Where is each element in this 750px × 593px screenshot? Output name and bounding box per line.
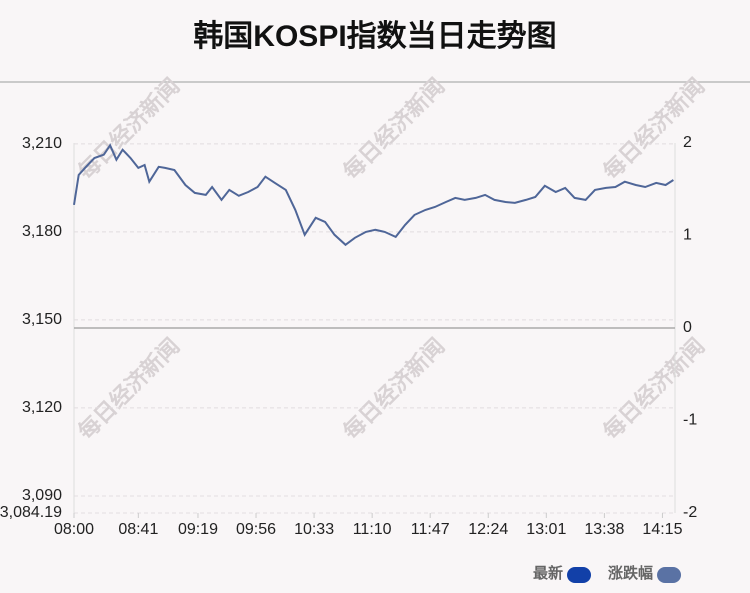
x-tick-label: 09:19: [178, 521, 218, 538]
price-line: [73, 143, 674, 247]
legend-label: 涨跌幅: [608, 564, 653, 582]
x-tick-label: 14:15: [642, 521, 682, 538]
x-tick-label: 11:10: [353, 521, 392, 538]
legend-swatch: [567, 567, 592, 583]
y2-tick-label: 1: [683, 227, 692, 244]
y-tick-label: 3,150: [22, 311, 62, 328]
y-tick-label: 3,084.19: [0, 504, 62, 521]
legend-label: 最新: [533, 564, 563, 582]
x-tick-label: 12:24: [468, 521, 508, 538]
y-tick-label: 3,090: [22, 487, 62, 504]
y-tick-label: 3,210: [22, 135, 62, 152]
x-tick-label: 11:47: [411, 521, 450, 538]
x-tick-label: 08:41: [118, 521, 158, 538]
chart-title: 韩国KOSPI指数当日走势图: [193, 20, 556, 53]
y2-tick-label: -2: [683, 504, 697, 521]
y2-tick-label: -1: [683, 412, 697, 429]
x-tick-label: 13:38: [584, 521, 624, 538]
x-tick-label: 10:33: [294, 521, 334, 538]
y2-tick-label: 0: [683, 319, 692, 336]
y-tick-label: 3,120: [22, 399, 62, 416]
legend-swatch: [657, 567, 682, 583]
x-tick-label: 08:00: [54, 521, 94, 538]
x-tick-label: 09:56: [236, 521, 276, 538]
y2-tick-label: 2: [683, 134, 692, 151]
y-tick-label: 3,180: [22, 223, 62, 240]
x-tick-label: 13:01: [526, 521, 566, 538]
